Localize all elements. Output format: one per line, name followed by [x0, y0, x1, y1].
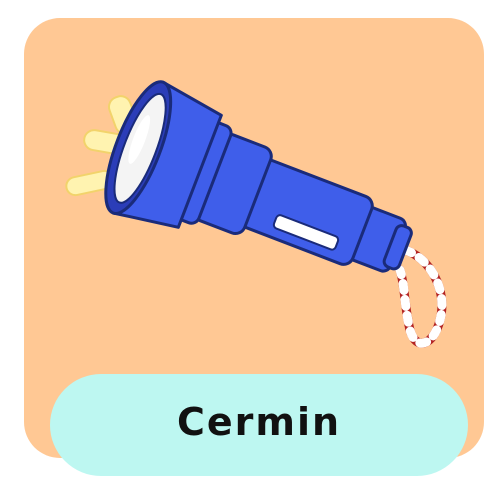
label-pill: Cermin [50, 374, 468, 476]
flashlight-icon [104, 80, 413, 273]
card-label: Cermin [176, 400, 342, 444]
strap-icon [395, 245, 447, 348]
